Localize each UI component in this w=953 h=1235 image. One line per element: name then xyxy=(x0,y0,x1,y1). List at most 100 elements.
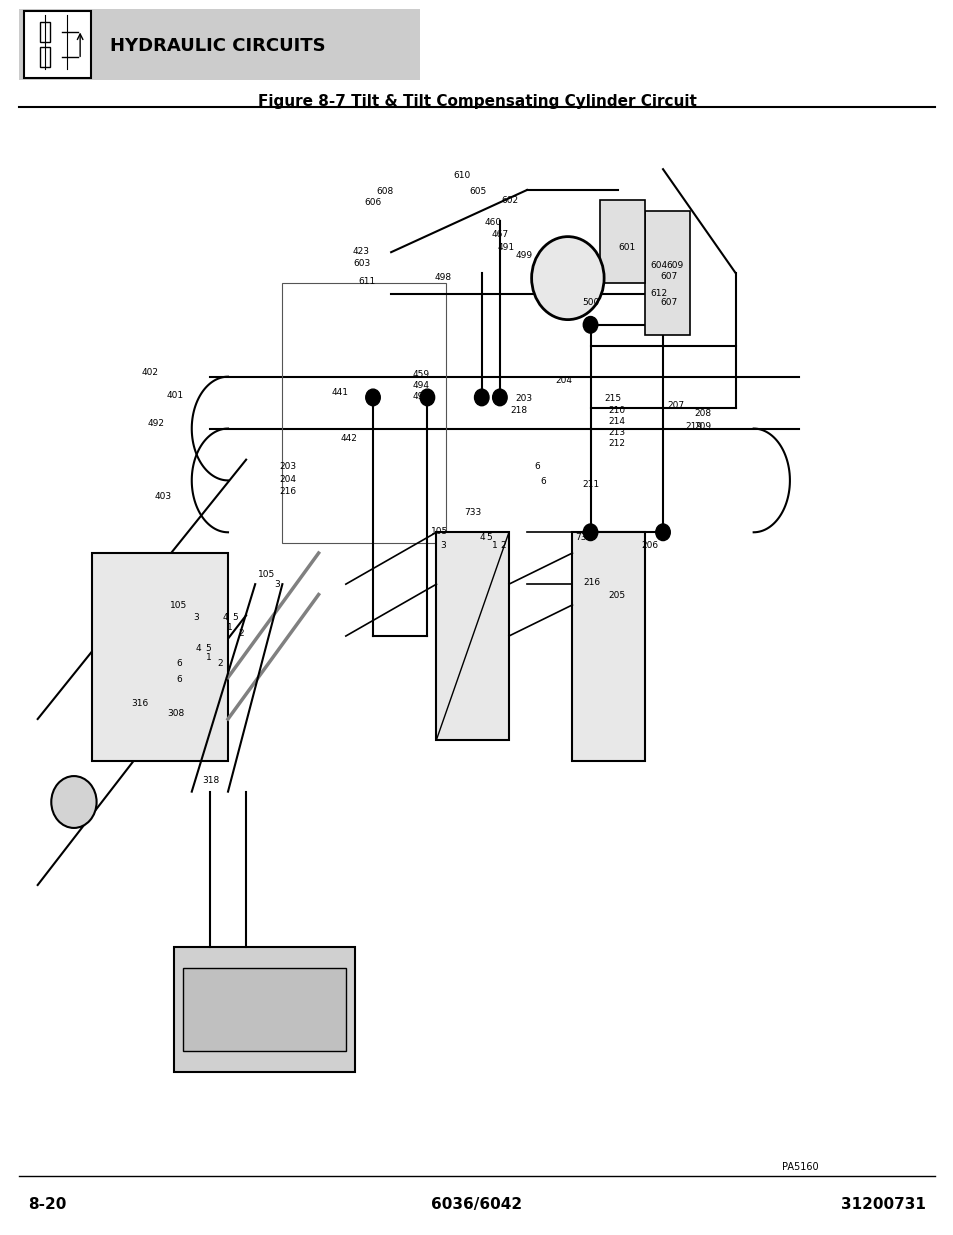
Bar xyxy=(282,283,445,542)
Text: 8-20: 8-20 xyxy=(29,1197,67,1212)
Ellipse shape xyxy=(419,389,435,406)
Text: 207: 207 xyxy=(667,400,684,410)
Text: 5: 5 xyxy=(486,532,492,542)
Text: 1: 1 xyxy=(492,541,497,551)
Ellipse shape xyxy=(531,237,603,320)
Text: 209: 209 xyxy=(694,421,711,431)
Ellipse shape xyxy=(655,316,670,333)
Text: 2: 2 xyxy=(500,541,506,551)
Text: 500: 500 xyxy=(581,298,598,308)
Text: 5: 5 xyxy=(205,643,211,653)
Text: 3: 3 xyxy=(274,579,280,589)
Text: 214: 214 xyxy=(608,416,625,426)
Text: 492: 492 xyxy=(148,419,165,429)
Text: 6: 6 xyxy=(176,674,182,684)
Text: 2: 2 xyxy=(217,658,223,668)
FancyBboxPatch shape xyxy=(19,9,419,80)
Text: 4: 4 xyxy=(195,643,201,653)
Text: 498: 498 xyxy=(434,273,451,283)
Text: 211: 211 xyxy=(581,479,598,489)
Text: 499: 499 xyxy=(515,251,532,261)
Text: 2: 2 xyxy=(238,629,244,638)
Bar xyxy=(598,200,644,283)
Ellipse shape xyxy=(492,389,507,406)
Text: 205: 205 xyxy=(608,590,625,600)
Bar xyxy=(644,211,689,335)
Text: 6: 6 xyxy=(534,462,539,472)
Text: Figure 8-7 Tilt & Tilt Compensating Cylinder Circuit: Figure 8-7 Tilt & Tilt Compensating Cyli… xyxy=(257,94,696,109)
Text: 423: 423 xyxy=(353,247,370,257)
Text: 206: 206 xyxy=(640,541,658,551)
Text: 5: 5 xyxy=(232,613,237,622)
Bar xyxy=(572,532,644,761)
Text: 607: 607 xyxy=(659,272,677,282)
Text: 105: 105 xyxy=(257,569,274,579)
Text: 3: 3 xyxy=(440,541,446,551)
Bar xyxy=(182,968,345,1051)
Text: 494: 494 xyxy=(412,380,429,390)
Ellipse shape xyxy=(51,776,96,827)
Text: 604: 604 xyxy=(650,261,667,270)
Bar xyxy=(40,47,50,67)
Ellipse shape xyxy=(582,316,598,333)
Text: PA5160: PA5160 xyxy=(781,1162,818,1172)
Text: 204: 204 xyxy=(279,474,296,484)
Text: 491: 491 xyxy=(497,242,515,252)
Text: 6: 6 xyxy=(539,477,545,487)
Bar xyxy=(173,947,355,1072)
Text: 204: 204 xyxy=(555,375,572,385)
Text: 203: 203 xyxy=(279,462,296,472)
Text: 608: 608 xyxy=(376,186,394,196)
Text: 6: 6 xyxy=(176,658,182,668)
Text: 610: 610 xyxy=(453,170,470,180)
Text: 459: 459 xyxy=(412,369,429,379)
Text: 441: 441 xyxy=(332,388,349,398)
Text: 215: 215 xyxy=(603,394,620,404)
Text: 216: 216 xyxy=(279,487,296,496)
Text: 208: 208 xyxy=(694,409,711,419)
Bar xyxy=(91,553,228,761)
Text: 612: 612 xyxy=(650,289,667,299)
Text: 467: 467 xyxy=(491,230,508,240)
Text: 609: 609 xyxy=(665,261,682,270)
Text: 316: 316 xyxy=(132,699,149,709)
Text: 601: 601 xyxy=(618,242,635,252)
Text: 733: 733 xyxy=(575,532,592,542)
Text: 203: 203 xyxy=(515,394,532,404)
Text: 606: 606 xyxy=(364,198,381,207)
Text: 605: 605 xyxy=(469,186,486,196)
Bar xyxy=(29,117,934,1155)
Text: 611: 611 xyxy=(358,277,375,287)
Text: 1: 1 xyxy=(206,652,212,662)
Text: 6036/6042: 6036/6042 xyxy=(431,1197,522,1212)
Text: 31200731: 31200731 xyxy=(840,1197,924,1212)
Bar xyxy=(24,11,91,78)
Text: 3: 3 xyxy=(193,613,199,622)
Bar xyxy=(40,22,50,42)
Text: 733: 733 xyxy=(464,508,481,517)
Text: 308: 308 xyxy=(167,709,184,719)
Ellipse shape xyxy=(655,524,670,541)
Text: 213: 213 xyxy=(608,427,625,437)
Text: 4: 4 xyxy=(222,613,228,622)
Ellipse shape xyxy=(474,389,489,406)
Text: HYDRAULIC CIRCUITS: HYDRAULIC CIRCUITS xyxy=(110,37,325,54)
Text: 105: 105 xyxy=(170,600,187,610)
Text: 460: 460 xyxy=(484,217,501,227)
Text: 212: 212 xyxy=(608,438,625,448)
Text: 402: 402 xyxy=(141,368,158,378)
Text: 216: 216 xyxy=(583,578,600,588)
Ellipse shape xyxy=(582,524,598,541)
Ellipse shape xyxy=(365,389,380,406)
Text: 442: 442 xyxy=(340,433,357,443)
Text: 219: 219 xyxy=(684,421,701,431)
Text: 105: 105 xyxy=(431,526,448,536)
Text: 403: 403 xyxy=(154,492,172,501)
Text: 210: 210 xyxy=(608,405,625,415)
Text: 607: 607 xyxy=(659,298,677,308)
Text: 401: 401 xyxy=(167,390,184,400)
Text: 1: 1 xyxy=(227,622,233,632)
Bar xyxy=(436,532,509,740)
Text: 602: 602 xyxy=(501,195,518,205)
Text: 4: 4 xyxy=(479,532,485,542)
